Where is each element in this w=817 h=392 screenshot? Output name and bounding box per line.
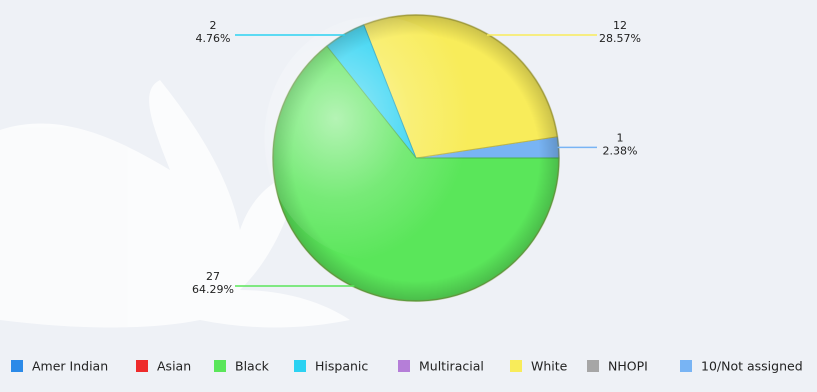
- legend-label-amer-indian: Amer Indian: [32, 359, 108, 374]
- slice-count-label-hispanic: 2: [210, 19, 217, 32]
- legend-swatch-nhopi: [587, 360, 599, 372]
- legend-label-hispanic: Hispanic: [315, 359, 368, 374]
- legend-swatch-hispanic: [294, 360, 306, 372]
- slice-percent-label-white: 28.57%: [599, 32, 641, 45]
- legend-item-nhopi[interactable]: NHOPI: [587, 359, 648, 374]
- slice-percent-label-10-not-assigned: 2.38%: [603, 144, 638, 157]
- background-watermark: [0, 80, 350, 328]
- legend-item-black[interactable]: Black: [214, 359, 270, 374]
- pie-gloss: [264, 16, 488, 260]
- legend-item-white[interactable]: White: [510, 359, 568, 374]
- legend-swatch-black: [214, 360, 226, 372]
- legend-swatch-10-not-assigned: [680, 360, 692, 372]
- slice-percent-label-black: 64.29%: [192, 283, 234, 296]
- legend-swatch-white: [510, 360, 522, 372]
- legend-swatch-multiracial: [398, 360, 410, 372]
- legend-label-10-not-assigned: 10/Not assigned: [701, 359, 803, 374]
- legend-label-white: White: [531, 359, 568, 374]
- slice-count-label-white: 12: [613, 19, 627, 32]
- legend-item-hispanic[interactable]: Hispanic: [294, 359, 368, 374]
- legend-label-black: Black: [235, 359, 270, 374]
- legend-item-10-not-assigned[interactable]: 10/Not assigned: [680, 359, 803, 374]
- pie-slices: [264, 14, 560, 302]
- legend-item-asian[interactable]: Asian: [136, 359, 191, 374]
- slice-percent-label-hispanic: 4.76%: [196, 32, 231, 45]
- legend-item-amer-indian[interactable]: Amer Indian: [11, 359, 108, 374]
- legend-label-multiracial: Multiracial: [419, 359, 484, 374]
- legend-label-nhopi: NHOPI: [608, 359, 648, 374]
- legend: Amer Indian Asian Black Hispanic Multiracial…: [11, 359, 803, 374]
- legend-swatch-amer-indian: [11, 360, 23, 372]
- legend-label-asian: Asian: [157, 359, 191, 374]
- legend-swatch-asian: [136, 360, 148, 372]
- slice-count-label-10-not-assigned: 1: [617, 131, 624, 144]
- legend-item-multiracial[interactable]: Multiracial: [398, 359, 484, 374]
- slice-count-label-black: 27: [206, 270, 220, 283]
